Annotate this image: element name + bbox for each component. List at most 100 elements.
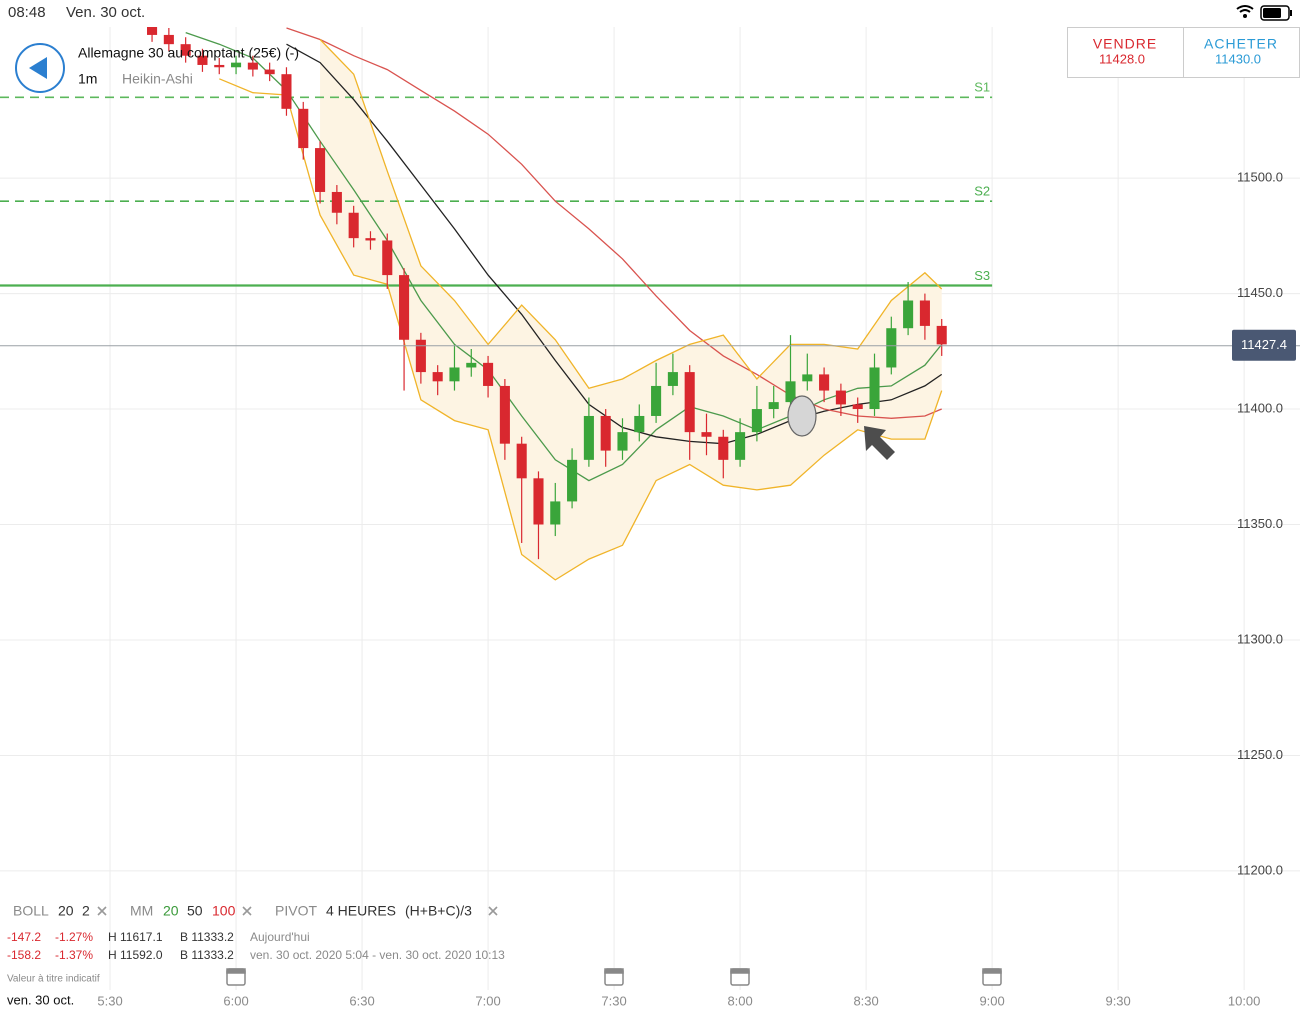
boll-name[interactable]: BOLL xyxy=(13,903,49,919)
candle-body xyxy=(617,432,628,451)
candle-body xyxy=(701,432,712,437)
candle-body xyxy=(163,34,174,45)
candle-body xyxy=(886,328,897,368)
pivot-label: S2 xyxy=(974,184,990,199)
band-fill xyxy=(320,39,942,580)
high: H 11617.1 xyxy=(108,930,163,944)
change-pct: -1.27% xyxy=(55,930,93,944)
pivot-label: S3 xyxy=(974,268,990,283)
last-price-label: 11427.4 xyxy=(1241,337,1287,352)
candle-body xyxy=(197,55,208,65)
instrument-title: Allemagne 30 au comptant (25€) (-) xyxy=(78,45,299,61)
candle-body xyxy=(516,443,527,479)
y-tick-label: 11300.0 xyxy=(1237,631,1283,646)
candle-body xyxy=(600,415,611,451)
highlight-ellipse xyxy=(787,395,817,437)
last-price-box xyxy=(1232,329,1296,361)
y-tick-label: 11350.0 xyxy=(1237,516,1283,531)
status-date: Ven. 30 oct. xyxy=(66,4,145,21)
candle-body xyxy=(365,238,376,241)
candle-body xyxy=(298,108,309,149)
high: H 11592.0 xyxy=(108,948,163,962)
candle-body xyxy=(180,44,191,56)
status-bar xyxy=(0,0,1300,27)
candle-body xyxy=(247,62,258,70)
disclaimer: Valeur à titre indicatif xyxy=(7,974,100,985)
candle-body xyxy=(903,300,914,329)
y-tick-label: 11400.0 xyxy=(1237,400,1283,415)
candle-body xyxy=(651,385,662,416)
candle-body xyxy=(567,459,578,502)
y-tick-label: 11500.0 xyxy=(1237,170,1283,185)
x-tick-label: 7:00 xyxy=(475,993,500,1008)
y-tick-label: 11450.0 xyxy=(1237,285,1283,300)
indicator-bar: BOLL 20 2 MM 20 50 100 PIVOT 4 HEURES (H… xyxy=(13,903,498,919)
range: Aujourd'hui xyxy=(250,930,310,944)
candle-body xyxy=(315,148,326,192)
candle-body xyxy=(869,367,880,410)
grid xyxy=(0,27,1300,990)
candle-body xyxy=(399,275,410,340)
candle-body xyxy=(466,362,477,368)
candle-body xyxy=(550,501,561,525)
buy-label: ACHETER xyxy=(1204,36,1278,52)
mm-long: 100 xyxy=(212,903,236,919)
sell-label: VENDRE xyxy=(1093,36,1157,52)
chart-style[interactable]: Heikin-Ashi xyxy=(122,71,193,87)
footer-date: ven. 30 oct. xyxy=(7,992,74,1007)
candle-body xyxy=(533,478,544,525)
candle-body xyxy=(919,300,930,326)
remove-pivot[interactable] xyxy=(488,906,498,916)
change-pct: -1.37% xyxy=(55,948,93,962)
mm-name[interactable]: MM xyxy=(130,903,153,919)
candle-body xyxy=(751,409,762,433)
indicator-line xyxy=(319,39,943,390)
remove-mm[interactable] xyxy=(242,906,252,916)
candle-body xyxy=(667,372,678,386)
candle-body xyxy=(852,404,863,410)
boll-period: 20 xyxy=(58,903,74,919)
pivot-label: S1 xyxy=(974,80,990,95)
candle-body xyxy=(331,191,342,213)
x-tick-label: 8:30 xyxy=(853,993,878,1008)
candle-body xyxy=(415,339,426,373)
candle-body xyxy=(684,372,695,433)
x-tick-label: 7:30 xyxy=(601,993,626,1008)
x-tick-label: 6:00 xyxy=(223,993,248,1008)
arrow-annotation xyxy=(864,426,895,460)
candle-body xyxy=(583,415,594,460)
candle-body xyxy=(936,325,947,345)
candle-body xyxy=(214,64,225,68)
timeframe[interactable]: 1m xyxy=(78,71,97,87)
sell-button[interactable]: VENDRE 11428.0 xyxy=(1067,27,1184,78)
plot-area xyxy=(0,27,1300,581)
indicator-line xyxy=(286,27,942,419)
back-button[interactable] xyxy=(15,43,65,93)
buy-price: 11430.0 xyxy=(1215,51,1261,66)
stats: -147.2 -1.27% H 11617.1 B 11333.2 Aujour… xyxy=(7,930,505,1007)
range: ven. 30 oct. 2020 5:04 - ven. 30 oct. 20… xyxy=(250,948,505,962)
buy-button[interactable]: ACHETER 11430.0 xyxy=(1183,27,1300,78)
candle-body xyxy=(768,402,779,410)
low: B 11333.2 xyxy=(180,930,234,944)
remove-boll[interactable] xyxy=(97,906,107,916)
change: -158.2 xyxy=(7,948,41,962)
x-tick-label: 9:00 xyxy=(979,993,1004,1008)
candle-body xyxy=(483,362,494,386)
x-tick-label: 9:30 xyxy=(1105,993,1130,1008)
candle-body xyxy=(819,374,830,391)
candle-body xyxy=(432,372,443,382)
mm-short: 20 xyxy=(163,903,179,919)
status-icons xyxy=(1236,5,1292,21)
x-tick-label: 10:00 xyxy=(1228,993,1261,1008)
pivot-name[interactable]: PIVOT xyxy=(275,903,317,919)
calendar-icons[interactable] xyxy=(226,968,1002,986)
candle-body xyxy=(634,415,645,433)
candle-body xyxy=(231,62,242,68)
candle-body xyxy=(802,374,813,382)
candle-body xyxy=(264,69,275,75)
x-tick-label: 5:30 xyxy=(97,993,122,1008)
x-tick-label: 6:30 xyxy=(349,993,374,1008)
